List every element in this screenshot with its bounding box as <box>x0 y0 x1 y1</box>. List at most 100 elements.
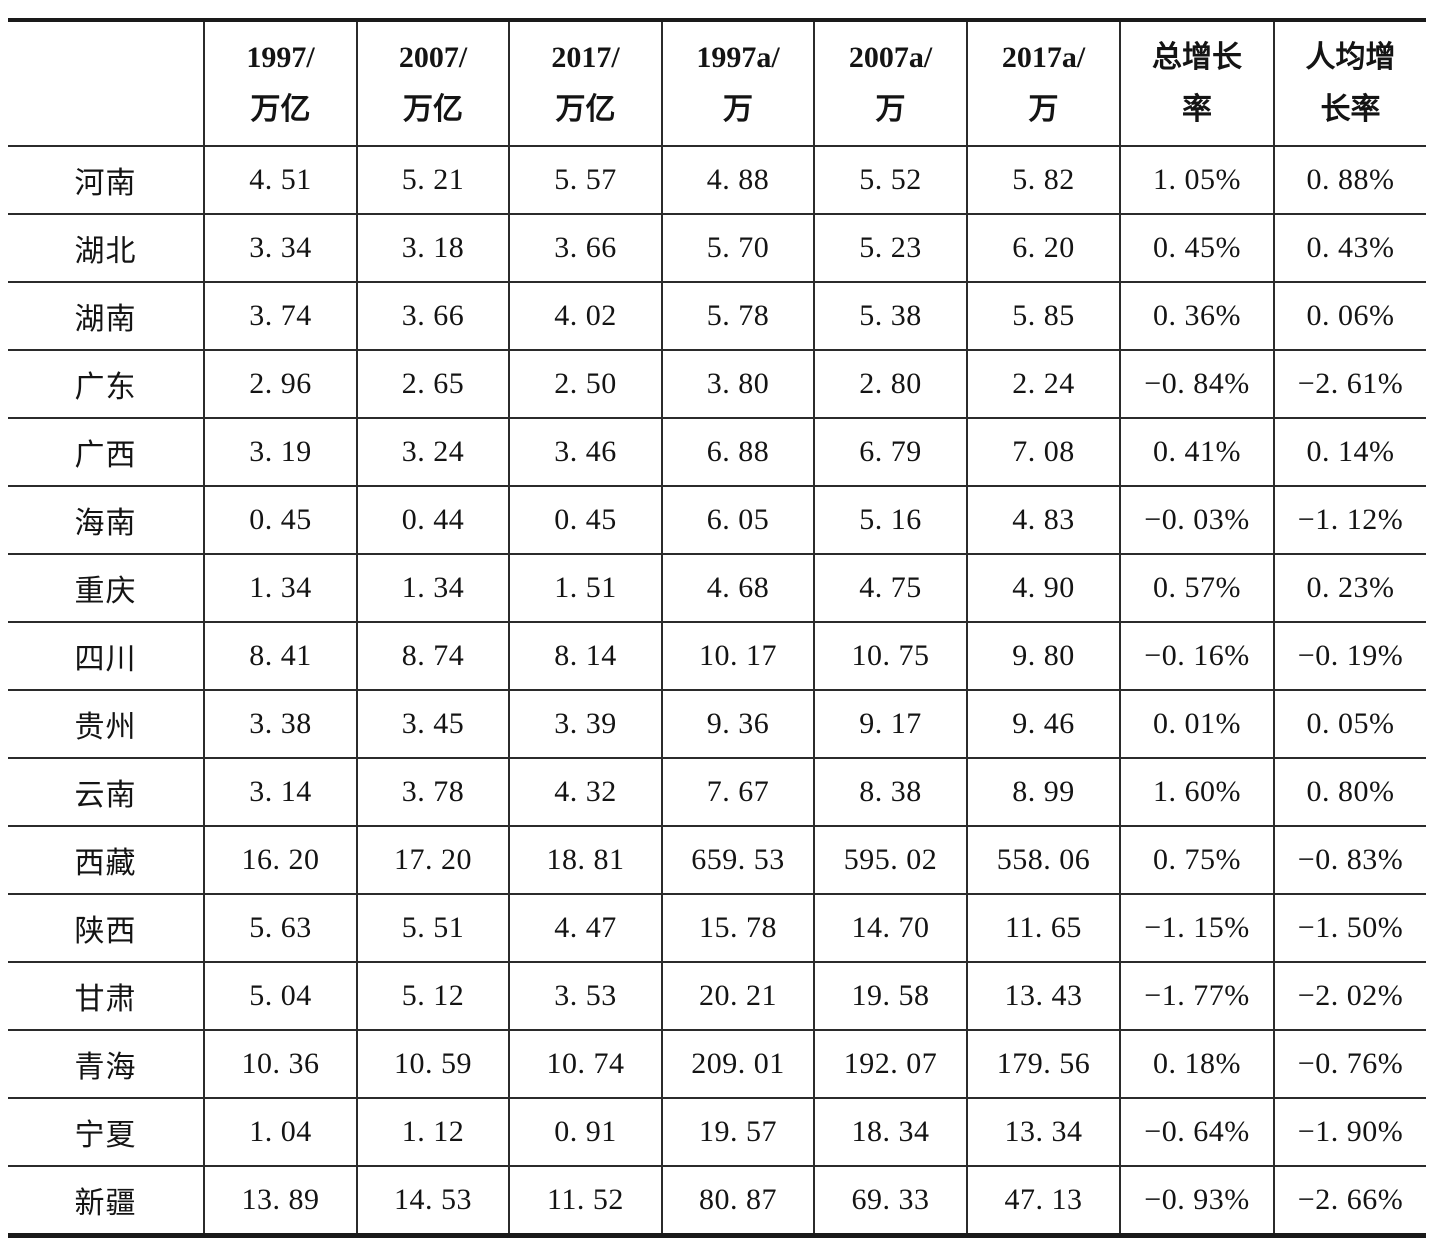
value-cell-1997a: 9. 36 <box>661 689 814 759</box>
value-cell-2017a: 7. 08 <box>966 417 1120 487</box>
value-cell-2017a: 9. 80 <box>966 621 1120 691</box>
table-row: 新疆 13. 89 14. 53 11. 52 80. 87 69. 33 47… <box>8 1165 1426 1237</box>
value-cell-per-capita-growth-rate: −0. 76% <box>1273 1029 1426 1099</box>
value-cell-total-growth-rate: −0. 64% <box>1119 1097 1274 1167</box>
value-cell-2007-trillion: 2. 65 <box>356 349 509 419</box>
value-cell-total-growth-rate: 0. 18% <box>1119 1029 1274 1099</box>
header-row: 1997/ 万亿 2007/ 万亿 2017/ 万亿 1997a/ 万 2007… <box>8 19 1426 147</box>
value-cell-2017-trillion: 1. 51 <box>508 553 662 623</box>
value-cell-2007-trillion: 3. 18 <box>356 213 509 283</box>
value-cell-2017a: 2. 24 <box>966 349 1120 419</box>
value-cell-2017-trillion: 5. 57 <box>508 145 662 215</box>
value-cell-1997-trillion: 5. 63 <box>203 893 357 963</box>
value-cell-total-growth-rate: −1. 77% <box>1119 961 1274 1031</box>
table-row: 湖南 3. 74 3. 66 4. 02 5. 78 5. 38 5. 85 0… <box>8 281 1426 351</box>
table-row: 陕西 5. 63 5. 51 4. 47 15. 78 14. 70 11. 6… <box>8 893 1426 963</box>
province-name-cell: 广东 <box>8 349 204 419</box>
province-name-cell: 云南 <box>8 757 204 827</box>
value-cell-1997a: 659. 53 <box>661 825 814 895</box>
value-cell-1997a: 20. 21 <box>661 961 814 1031</box>
value-cell-2007a: 5. 16 <box>813 485 967 555</box>
table-row: 湖北 3. 34 3. 18 3. 66 5. 70 5. 23 6. 20 0… <box>8 213 1426 283</box>
value-cell-per-capita-growth-rate: 0. 43% <box>1273 213 1426 283</box>
column-header-1997-trillion: 1997/ 万亿 <box>203 19 357 147</box>
column-header-per-capita-growth-rate: 人均增 长率 <box>1273 19 1426 147</box>
value-cell-total-growth-rate: −0. 03% <box>1119 485 1274 555</box>
value-cell-2007-trillion: 1. 34 <box>356 553 509 623</box>
value-cell-per-capita-growth-rate: −0. 19% <box>1273 621 1426 691</box>
value-cell-total-growth-rate: −0. 84% <box>1119 349 1274 419</box>
corner-cell <box>8 19 204 147</box>
value-cell-2017a: 5. 85 <box>966 281 1120 351</box>
value-cell-2017-trillion: 4. 02 <box>508 281 662 351</box>
table-row: 重庆 1. 34 1. 34 1. 51 4. 68 4. 75 4. 90 0… <box>8 553 1426 623</box>
table-row: 海南 0. 45 0. 44 0. 45 6. 05 5. 16 4. 83 −… <box>8 485 1426 555</box>
value-cell-1997a: 209. 01 <box>661 1029 814 1099</box>
value-cell-2017a: 6. 20 <box>966 213 1120 283</box>
value-cell-2017a: 9. 46 <box>966 689 1120 759</box>
value-cell-total-growth-rate: 0. 45% <box>1119 213 1274 283</box>
value-cell-2007-trillion: 10. 59 <box>356 1029 509 1099</box>
value-cell-total-growth-rate: 0. 75% <box>1119 825 1274 895</box>
value-cell-2007-trillion: 3. 66 <box>356 281 509 351</box>
value-cell-1997-trillion: 8. 41 <box>203 621 357 691</box>
value-cell-2007-trillion: 3. 78 <box>356 757 509 827</box>
value-cell-2007-trillion: 14. 53 <box>356 1165 509 1237</box>
value-cell-1997a: 4. 68 <box>661 553 814 623</box>
value-cell-2007a: 5. 52 <box>813 145 967 215</box>
value-cell-total-growth-rate: −0. 16% <box>1119 621 1274 691</box>
value-cell-2007-trillion: 8. 74 <box>356 621 509 691</box>
value-cell-2007a: 10. 75 <box>813 621 967 691</box>
value-cell-2017-trillion: 0. 45 <box>508 485 662 555</box>
value-cell-2017a: 8. 99 <box>966 757 1120 827</box>
value-cell-2017a: 4. 83 <box>966 485 1120 555</box>
table-row: 四川 8. 41 8. 74 8. 14 10. 17 10. 75 9. 80… <box>8 621 1426 691</box>
value-cell-1997-trillion: 3. 38 <box>203 689 357 759</box>
value-cell-1997a: 6. 05 <box>661 485 814 555</box>
value-cell-2017a: 47. 13 <box>966 1165 1120 1237</box>
value-cell-1997a: 3. 80 <box>661 349 814 419</box>
value-cell-1997-trillion: 3. 19 <box>203 417 357 487</box>
province-name-cell: 广西 <box>8 417 204 487</box>
value-cell-2017-trillion: 3. 66 <box>508 213 662 283</box>
value-cell-total-growth-rate: 0. 41% <box>1119 417 1274 487</box>
value-cell-2017a: 5. 82 <box>966 145 1120 215</box>
province-name-cell: 宁夏 <box>8 1097 204 1167</box>
province-name-cell: 重庆 <box>8 553 204 623</box>
column-header-1997a: 1997a/ 万 <box>661 19 814 147</box>
value-cell-total-growth-rate: 1. 05% <box>1119 145 1274 215</box>
table-row: 云南 3. 14 3. 78 4. 32 7. 67 8. 38 8. 99 1… <box>8 757 1426 827</box>
table-row: 广西 3. 19 3. 24 3. 46 6. 88 6. 79 7. 08 0… <box>8 417 1426 487</box>
value-cell-per-capita-growth-rate: −2. 61% <box>1273 349 1426 419</box>
table-row: 宁夏 1. 04 1. 12 0. 91 19. 57 18. 34 13. 3… <box>8 1097 1426 1167</box>
column-header-2017-trillion: 2017/ 万亿 <box>508 19 662 147</box>
value-cell-1997a: 6. 88 <box>661 417 814 487</box>
table-body: 河南 4. 51 5. 21 5. 57 4. 88 5. 52 5. 82 1… <box>8 145 1426 1237</box>
value-cell-2007-trillion: 17. 20 <box>356 825 509 895</box>
value-cell-1997-trillion: 0. 45 <box>203 485 357 555</box>
value-cell-2007a: 595. 02 <box>813 825 967 895</box>
province-name-cell: 西藏 <box>8 825 204 895</box>
value-cell-2017a: 558. 06 <box>966 825 1120 895</box>
value-cell-1997-trillion: 3. 34 <box>203 213 357 283</box>
value-cell-per-capita-growth-rate: 0. 14% <box>1273 417 1426 487</box>
document-page: 1997/ 万亿 2007/ 万亿 2017/ 万亿 1997a/ 万 2007… <box>8 18 1426 1238</box>
value-cell-1997a: 10. 17 <box>661 621 814 691</box>
value-cell-1997a: 80. 87 <box>661 1165 814 1237</box>
value-cell-total-growth-rate: 0. 01% <box>1119 689 1274 759</box>
value-cell-2007a: 5. 38 <box>813 281 967 351</box>
value-cell-2007a: 18. 34 <box>813 1097 967 1167</box>
value-cell-1997-trillion: 1. 34 <box>203 553 357 623</box>
value-cell-2007-trillion: 3. 24 <box>356 417 509 487</box>
province-name-cell: 河南 <box>8 145 204 215</box>
value-cell-1997a: 5. 70 <box>661 213 814 283</box>
value-cell-total-growth-rate: −1. 15% <box>1119 893 1274 963</box>
value-cell-2007a: 2. 80 <box>813 349 967 419</box>
value-cell-total-growth-rate: 0. 36% <box>1119 281 1274 351</box>
value-cell-2017a: 179. 56 <box>966 1029 1120 1099</box>
value-cell-per-capita-growth-rate: 0. 80% <box>1273 757 1426 827</box>
value-cell-2007-trillion: 5. 51 <box>356 893 509 963</box>
value-cell-2007a: 14. 70 <box>813 893 967 963</box>
value-cell-per-capita-growth-rate: −1. 12% <box>1273 485 1426 555</box>
table-row: 河南 4. 51 5. 21 5. 57 4. 88 5. 52 5. 82 1… <box>8 145 1426 215</box>
